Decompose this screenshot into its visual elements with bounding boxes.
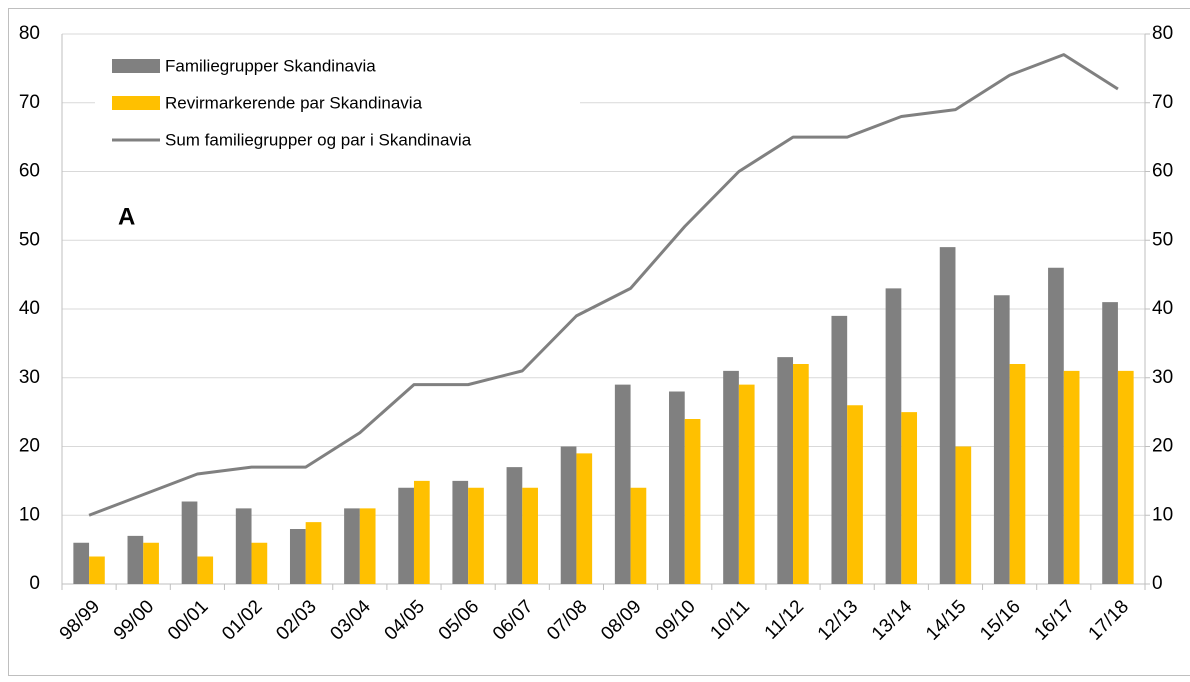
y2-tick-label: 80: [1152, 23, 1173, 44]
y-tick-label: 0: [29, 573, 40, 594]
y-tick-label: 10: [19, 504, 40, 525]
bar: [344, 508, 360, 584]
bar: [143, 542, 159, 584]
bar: [468, 487, 484, 584]
legend: Familiegrupper Skandinavia Revirmarkerend…: [95, 44, 580, 162]
bar: [181, 501, 198, 584]
bar: [1048, 267, 1064, 584]
bar: [522, 487, 538, 584]
bar: [939, 247, 956, 584]
bar: [669, 391, 685, 584]
legend-swatch: [112, 96, 160, 110]
bar: [614, 384, 631, 584]
bar: [506, 467, 523, 584]
y-tick-label: 40: [19, 298, 40, 319]
y-tick-label: 50: [19, 229, 40, 250]
y2-tick-label: 0: [1152, 573, 1163, 594]
y2-tick-label: 10: [1152, 504, 1173, 525]
y2-tick-label: 20: [1152, 436, 1173, 457]
bar: [630, 487, 647, 584]
bar: [777, 357, 794, 584]
bar: [127, 535, 144, 584]
bar: [305, 522, 322, 584]
bar: [576, 453, 593, 584]
bar: [251, 542, 268, 584]
bar: [398, 487, 414, 584]
bar: [993, 295, 1010, 584]
legend-box: [95, 44, 580, 162]
bar: [955, 446, 972, 584]
legend-label: Revirmarkerende par Skandinavia: [165, 93, 423, 112]
bar: [793, 364, 809, 584]
annotation: A: [118, 203, 135, 230]
bar: [901, 412, 918, 584]
bar: [89, 556, 105, 584]
bar: [1063, 370, 1080, 584]
bar: [452, 480, 469, 584]
y2-tick-label: 40: [1152, 298, 1173, 319]
y-tick-label: 30: [19, 367, 40, 388]
y-tick-label: 20: [19, 436, 40, 457]
bar: [413, 480, 430, 584]
bar: [289, 529, 306, 584]
legend-swatch: [112, 59, 160, 73]
bar: [1102, 302, 1118, 584]
y2-tick-label: 50: [1152, 229, 1173, 250]
y-tick-label: 70: [19, 92, 40, 113]
bar: [684, 419, 701, 584]
bar: [1117, 370, 1134, 584]
bar: [738, 384, 755, 584]
legend-label: Familiegrupper Skandinavia: [165, 56, 376, 75]
bar: [197, 556, 214, 584]
bar: [831, 315, 848, 584]
bar: [847, 405, 863, 584]
bar: [885, 288, 902, 584]
bar: [723, 370, 739, 584]
line: [88, 53, 1119, 517]
bar: [359, 508, 376, 584]
y2-tick-label: 30: [1152, 367, 1173, 388]
bar: [73, 542, 90, 584]
bar: [1009, 364, 1026, 584]
y-tick-label: 80: [19, 23, 40, 44]
bar: [560, 446, 577, 584]
y2-tick-label: 70: [1152, 92, 1173, 113]
bar: [235, 508, 252, 584]
y-tick-label: 60: [19, 161, 40, 182]
legend-label: Sum familiegrupper og par i Skandinavia: [165, 130, 472, 149]
y2-tick-label: 60: [1152, 161, 1173, 182]
